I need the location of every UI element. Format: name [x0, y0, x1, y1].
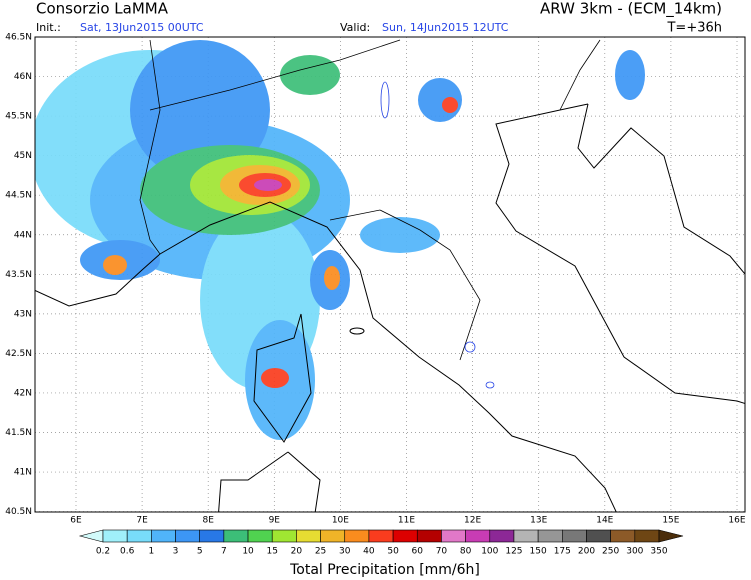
- colorbar-box: [247, 529, 273, 543]
- colorbar-box: [634, 529, 660, 543]
- colorbar-label: 25: [315, 547, 326, 557]
- colorbar-label: 10: [242, 547, 254, 557]
- valid-time: Sun, 14Jun2015 12UTC: [382, 21, 509, 34]
- colorbar-label: 7: [221, 547, 227, 557]
- colorbar-box: [151, 529, 176, 543]
- colorbar-label: 300: [626, 547, 643, 557]
- colorbar-label: 0.2: [96, 547, 110, 557]
- colorbar-box: [513, 529, 539, 543]
- colorbar-end: [658, 529, 684, 543]
- colorbar-box: [344, 529, 370, 543]
- coastlines: [35, 103, 745, 512]
- colorbar-label: 70: [436, 547, 448, 557]
- colorbar-label: 125: [505, 547, 522, 557]
- colorbar-title: Total Precipitation [mm/6h]: [289, 562, 480, 578]
- init-label: Init.:: [36, 21, 61, 34]
- colorbar-box: [610, 529, 636, 543]
- lat-label: 43.5N: [5, 270, 32, 280]
- colorbar-box: [368, 529, 394, 543]
- colorbar: 0.2 0.6 1 3 5 7 10 15 20 25 30 40 50 60 70 80 100 125 150 1…: [78, 529, 684, 557]
- lon-label: 6E: [70, 516, 82, 526]
- lat-label: 46.5N: [5, 33, 32, 43]
- colorbar-label: 40: [363, 547, 375, 557]
- colorbar-box: [126, 529, 152, 543]
- colorbar-label: 350: [650, 547, 667, 557]
- colorbar-box: [537, 529, 563, 543]
- colorbar-box: [296, 529, 321, 543]
- lat-label: 41N: [14, 468, 32, 478]
- model: ARW 3km - (ECM_14km): [540, 0, 722, 19]
- borders: [139, 39, 601, 361]
- colorbar-label: 0.6: [120, 547, 135, 557]
- lon-label: 16E: [728, 516, 745, 526]
- init-time: Sat, 13Jun2015 00UTC: [80, 21, 204, 34]
- lat-label: 42.5N: [5, 349, 32, 359]
- colorbar-label: 3: [173, 547, 179, 557]
- lat-label: 42N: [14, 388, 32, 398]
- colorbar-label: 1: [148, 547, 154, 557]
- colorbar-label: 60: [412, 547, 424, 557]
- lon-label: 12E: [464, 516, 481, 526]
- colorbar-box: [586, 529, 611, 543]
- lakes: [380, 81, 495, 389]
- valid-label: Valid:: [340, 21, 370, 34]
- lon-label: 7E: [136, 516, 148, 526]
- colorbar-box: [199, 529, 225, 543]
- lat-label: 44.5N: [5, 191, 32, 201]
- lat-label: 44N: [14, 230, 32, 240]
- lat-label: 40.5N: [5, 507, 32, 517]
- colorbar-label: 5: [197, 547, 203, 557]
- colorbar-label: 200: [578, 547, 595, 557]
- colorbar-label: 30: [339, 547, 351, 557]
- lon-label: 11E: [398, 516, 415, 526]
- colorbar-box: [102, 529, 128, 543]
- colorbar-box: [271, 529, 297, 543]
- map-area: [35, 37, 745, 512]
- title: Consorzio LaMMA: [36, 0, 169, 18]
- lon-label: 10E: [332, 516, 349, 526]
- lon-label: 14E: [596, 516, 613, 526]
- colorbar-box: [416, 529, 442, 543]
- lead-time: T=+36h: [666, 21, 722, 36]
- lat-label: 43N: [14, 309, 32, 319]
- colorbar-label: 175: [554, 547, 571, 557]
- lat-label: 41.5N: [5, 428, 32, 438]
- map-frame: [34, 36, 746, 513]
- colorbar-box: [562, 529, 587, 543]
- lon-label: 15E: [662, 516, 679, 526]
- colorbar-box: [441, 529, 466, 543]
- colorbar-label: 250: [602, 547, 619, 557]
- colorbar-box: [223, 529, 249, 543]
- colorbar-box: [489, 529, 515, 543]
- colorbar-end: [78, 529, 104, 543]
- colorbar-box: [175, 529, 200, 543]
- colorbar-box: [392, 529, 418, 543]
- lon-label: 8E: [202, 516, 214, 526]
- colorbar-label: 80: [460, 547, 472, 557]
- lat-label: 45.5N: [5, 112, 32, 122]
- colorbar-label: 50: [387, 547, 399, 557]
- lat-label: 46N: [14, 72, 32, 82]
- colorbar-label: 150: [530, 547, 547, 557]
- lat-label: 45N: [14, 151, 32, 161]
- colorbar-label: 15: [266, 547, 277, 557]
- lon-label: 9E: [269, 516, 281, 526]
- colorbar-label: 20: [291, 547, 303, 557]
- colorbar-box: [320, 529, 346, 543]
- colorbar-box: [465, 529, 491, 543]
- colorbar-label: 100: [481, 547, 498, 557]
- lon-label: 13E: [530, 516, 547, 526]
- precipitation: [35, 40, 645, 440]
